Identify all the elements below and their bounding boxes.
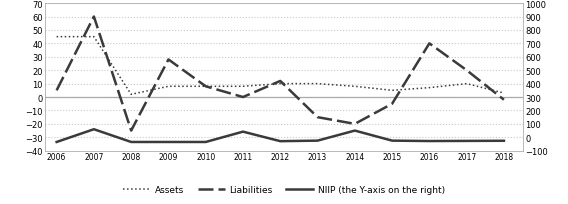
Legend: Assets, Liabilities, NIIP (the Y-axis on the right): Assets, Liabilities, NIIP (the Y-axis on… [120, 181, 448, 197]
Assets [165, 86, 172, 88]
Liabilities [90, 16, 97, 19]
Assets [463, 83, 470, 85]
Liabilities [202, 86, 209, 88]
NIIP (the Y-axis on the right) [352, 130, 358, 132]
Line: Assets: Assets [57, 38, 504, 95]
NIIP (the Y-axis on the right) [314, 140, 321, 142]
Assets [90, 36, 97, 39]
Line: NIIP (the Y-axis on the right): NIIP (the Y-axis on the right) [57, 130, 504, 142]
Line: Liabilities: Liabilities [57, 17, 504, 131]
Assets [352, 86, 358, 88]
NIIP (the Y-axis on the right) [426, 140, 433, 143]
Liabilities [352, 123, 358, 125]
Assets [277, 83, 283, 85]
NIIP (the Y-axis on the right) [389, 140, 395, 142]
Assets [53, 36, 60, 39]
Assets [500, 92, 507, 95]
Assets [389, 90, 395, 92]
NIIP (the Y-axis on the right) [463, 140, 470, 142]
NIIP (the Y-axis on the right) [277, 140, 283, 143]
Liabilities [128, 130, 135, 132]
NIIP (the Y-axis on the right) [165, 141, 172, 143]
NIIP (the Y-axis on the right) [240, 131, 247, 133]
Liabilities [165, 59, 172, 61]
Liabilities [463, 70, 470, 72]
Liabilities [277, 80, 283, 83]
Assets [426, 87, 433, 89]
Assets [128, 94, 135, 96]
NIIP (the Y-axis on the right) [128, 141, 135, 143]
NIIP (the Y-axis on the right) [202, 141, 209, 143]
Liabilities [500, 99, 507, 101]
Liabilities [389, 103, 395, 105]
NIIP (the Y-axis on the right) [500, 140, 507, 142]
NIIP (the Y-axis on the right) [90, 128, 97, 131]
Liabilities [240, 96, 247, 99]
Liabilities [426, 43, 433, 45]
Liabilities [53, 90, 60, 92]
Assets [240, 86, 247, 88]
Assets [202, 86, 209, 88]
Liabilities [314, 116, 321, 119]
NIIP (the Y-axis on the right) [53, 141, 60, 143]
Assets [314, 83, 321, 85]
